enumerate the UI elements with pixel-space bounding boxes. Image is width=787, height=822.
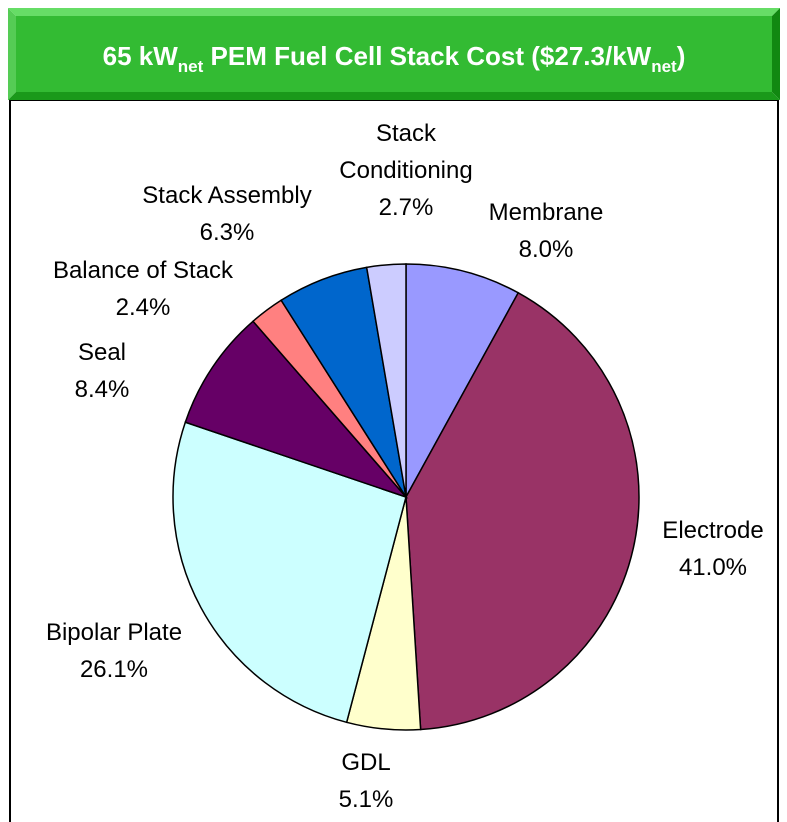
title-bar	[16, 16, 772, 92]
title-sub: net	[178, 57, 204, 76]
pie-slice	[365, 263, 407, 498]
value-label: 2.7%	[378, 194, 434, 221]
pie-slice	[405, 263, 520, 498]
value-label: 8.4%	[74, 376, 130, 403]
pie-slice	[172, 421, 407, 724]
category-label: GDL	[341, 749, 391, 776]
value-label: 5.1%	[338, 786, 394, 813]
category-label: Seal	[77, 339, 127, 366]
pie-slice	[405, 291, 640, 731]
value-label: 41.0%	[678, 554, 748, 581]
value-label: 2.4%	[115, 294, 171, 321]
category-label: Membrane	[488, 199, 604, 226]
value-label: 6.3%	[199, 219, 255, 246]
category-label: Electrode	[662, 517, 764, 544]
title-part: 65 kW	[103, 41, 179, 71]
title-part: PEM Fuel Cell Stack Cost ($27.3/kW	[203, 41, 651, 71]
category-label: Stack Assembly	[142, 182, 312, 209]
slice-label: Stack Conditioning 2.7%	[326, 115, 486, 226]
category-label: Bipolar Plate	[45, 619, 183, 646]
category-label: Balance of Stack	[52, 257, 234, 284]
title-sub: net	[651, 57, 677, 76]
pie-slice	[184, 320, 409, 499]
title-part: )	[677, 41, 686, 71]
slice-label: Bipolar Plate 26.1%	[46, 614, 182, 688]
chart-title: 65 kWnet PEM Fuel Cell Stack Cost ($27.3…	[103, 41, 686, 76]
title-bevel	[8, 92, 780, 100]
value-label: 26.1%	[79, 656, 149, 683]
slice-label: Membrane 8.0%	[489, 194, 604, 268]
slice-label: Balance of Stack 2.4%	[53, 252, 233, 326]
category-label: Stack Conditioning	[339, 120, 473, 184]
title-bevel	[772, 8, 780, 100]
title-bevel	[8, 8, 780, 16]
title-bevel	[8, 8, 16, 100]
slice-label: Electrode 41.0%	[662, 512, 763, 586]
slice-label: Stack Assembly 6.3%	[142, 177, 311, 251]
value-label: 8.0%	[518, 236, 574, 263]
slice-label: GDL 5.1%	[339, 744, 394, 818]
slice-label: Seal 8.4%	[75, 334, 130, 408]
